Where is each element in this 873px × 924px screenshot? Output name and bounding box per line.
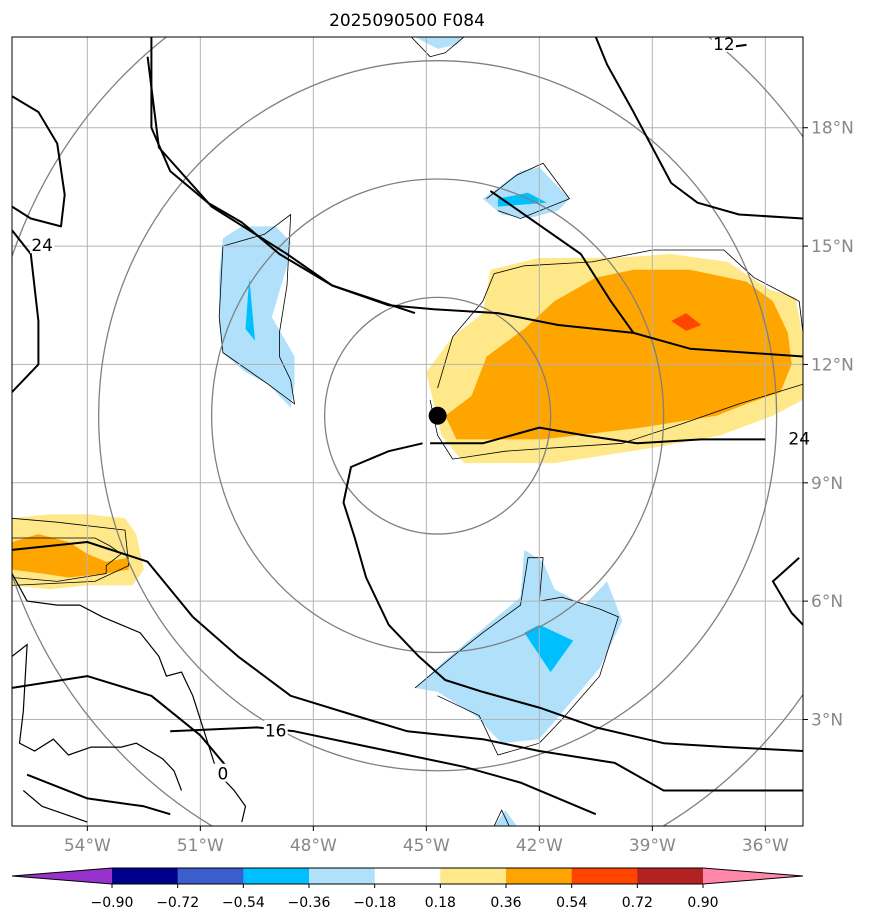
contour-line-11 (170, 726, 597, 816)
contour-line-9 (12, 541, 803, 792)
xtick-label-2: 48°W (290, 836, 337, 856)
xtick-label-5: 39°W (629, 836, 676, 856)
coastline-2 (22, 790, 88, 823)
colorbar-extend-high (703, 868, 803, 884)
colorbar-extend-low (12, 868, 112, 884)
ytick-label-5: 3°N (811, 710, 843, 730)
contour-label-bg-2 (263, 720, 288, 739)
colorbar-tick-label-3: −0.36 (288, 895, 331, 911)
contour-line-2 (12, 229, 40, 393)
colorbar-segment-8 (637, 868, 704, 884)
colorbar-segment-4 (374, 868, 441, 884)
colorbar-tick-label-8: 0.72 (622, 895, 653, 911)
contour-line-6 (594, 37, 803, 220)
thin-contour-0 (437, 249, 803, 389)
coastline-layer (12, 573, 247, 823)
thin-contour-7 (411, 37, 465, 58)
range-ring-layer (12, 37, 803, 826)
xtick-label-0: 54°W (64, 836, 111, 856)
contour-label-layer: 24 24 16 0 12 (30, 33, 812, 785)
range-ring-2 (97, 60, 778, 772)
colorbar-segment-5 (440, 868, 507, 884)
storm-center-marker (428, 406, 447, 425)
map-frame (11, 36, 804, 827)
colorbar-tick-label-9: 0.90 (687, 895, 718, 911)
contour-label-bg-3 (210, 763, 235, 782)
shaded-region-2 (671, 313, 702, 331)
contour-label-bg-1 (787, 428, 812, 447)
shaded-anomaly-layer (12, 37, 803, 826)
shaded-region-10 (524, 624, 574, 673)
thin-contour-8 (493, 809, 510, 826)
ytick-label-2: 12°N (811, 355, 854, 375)
contour-line-12 (771, 556, 803, 626)
chart-title: 2025090500 F084 (329, 11, 485, 31)
range-ring-0 (323, 296, 552, 535)
contour-line-layer (12, 37, 803, 816)
contour-label-2: 16 (265, 721, 287, 741)
contour-label-bg-0 (30, 235, 55, 254)
shaded-region-6 (245, 277, 255, 341)
contour-label-1: 24 (788, 429, 810, 449)
contour-line-1 (12, 95, 66, 228)
thin-contour-4 (218, 213, 296, 405)
contour-label-3: 0 (218, 765, 229, 785)
range-ring-1 (210, 178, 665, 654)
contour-label-bg-4 (711, 33, 736, 52)
colorbar-tick-label-2: −0.54 (222, 895, 265, 911)
shaded-region-1 (445, 269, 792, 440)
xtick-label-6: 36°W (742, 836, 789, 856)
shaded-region-8 (497, 192, 547, 207)
colorbar-tick-label-0: −0.90 (91, 895, 134, 911)
storm-center-layer (428, 406, 447, 425)
contour-line-13 (26, 773, 171, 816)
ytick-label-0: 18°N (811, 119, 854, 139)
contour-line-10 (12, 675, 228, 768)
colorbar-tick-label-7: 0.54 (556, 895, 587, 911)
colorbar-segment-1 (177, 868, 244, 884)
longitude-ticks: 54°W 51°W 48°W 45°W 42°W 39°W 36°W (64, 826, 789, 856)
contour-label-4: 12 (713, 35, 735, 55)
latitude-ticks: 18°N 15°N 12°N 9°N 6°N 3°N (803, 119, 854, 730)
xtick-label-4: 42°W (516, 836, 563, 856)
thin-contour-6 (414, 557, 619, 756)
colorbar-tick-label-1: −0.72 (156, 895, 199, 911)
contour-label-0: 24 (31, 236, 53, 256)
ytick-label-1: 15°N (811, 237, 854, 257)
graticule-layer (12, 37, 803, 826)
colorbar-tick-label-4: −0.18 (353, 895, 396, 911)
thin-contour-5 (486, 162, 571, 219)
colorbar-tick-label-6: 0.36 (490, 895, 521, 911)
ytick-label-4: 6°N (811, 592, 843, 612)
xtick-label-1: 51°W (177, 836, 224, 856)
colorbar-segment-7 (571, 868, 638, 884)
colorbar: −0.90 −0.72 −0.54 −0.36 −0.18 0.18 0.36 0.54 0.7… (11, 867, 804, 911)
coastline-1 (12, 643, 183, 791)
shaded-region-5 (219, 226, 295, 408)
colorbar-segment-2 (243, 868, 310, 884)
ytick-label-3: 9°N (811, 474, 843, 494)
shaded-region-9 (415, 549, 623, 744)
colorbar-segment-0 (112, 868, 179, 884)
xtick-label-3: 45°W (403, 836, 450, 856)
coastline-0 (12, 573, 247, 823)
colorbar-tick-label-5: 0.18 (425, 895, 456, 911)
contour-line-8 (342, 442, 803, 752)
shaded-region-4 (12, 534, 129, 578)
colorbar-segment-3 (309, 868, 376, 884)
shaded-region-11 (415, 37, 464, 49)
contour-line-3 (146, 56, 416, 315)
contour-line-7 (430, 426, 766, 445)
colorbar-segment-6 (506, 868, 573, 884)
contour-line-4 (489, 190, 635, 334)
thin-contour-3 (12, 517, 130, 586)
